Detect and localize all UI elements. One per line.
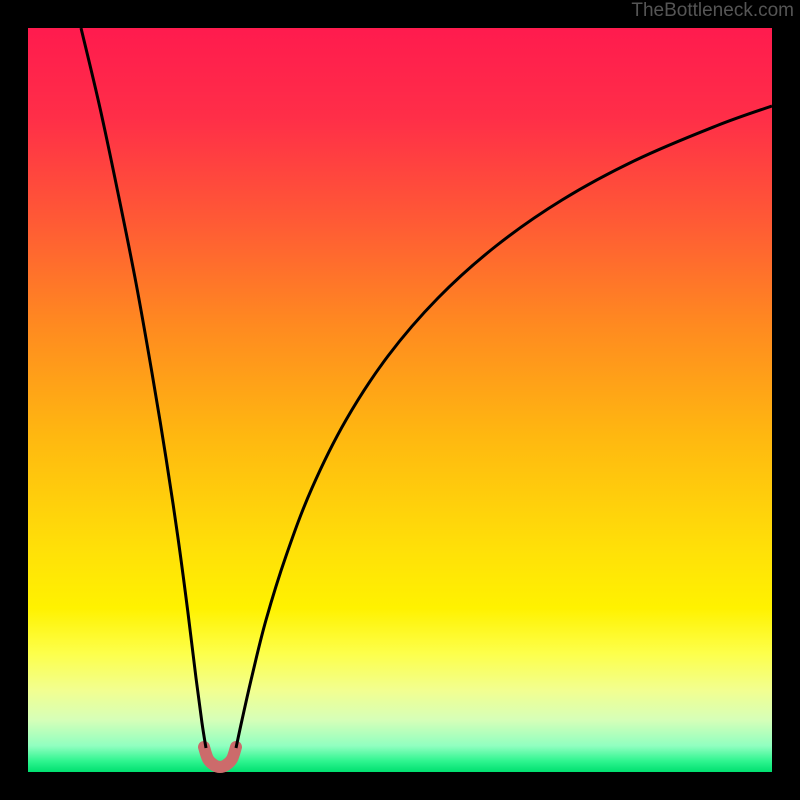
curve-right-branch <box>236 106 772 748</box>
chart-container: TheBottleneck.com <box>0 0 800 800</box>
curves-layer <box>28 28 772 772</box>
attribution-text: TheBottleneck.com <box>631 0 794 22</box>
curve-left-branch <box>81 28 206 748</box>
plot-area <box>28 28 772 772</box>
valley-marker <box>204 747 236 767</box>
